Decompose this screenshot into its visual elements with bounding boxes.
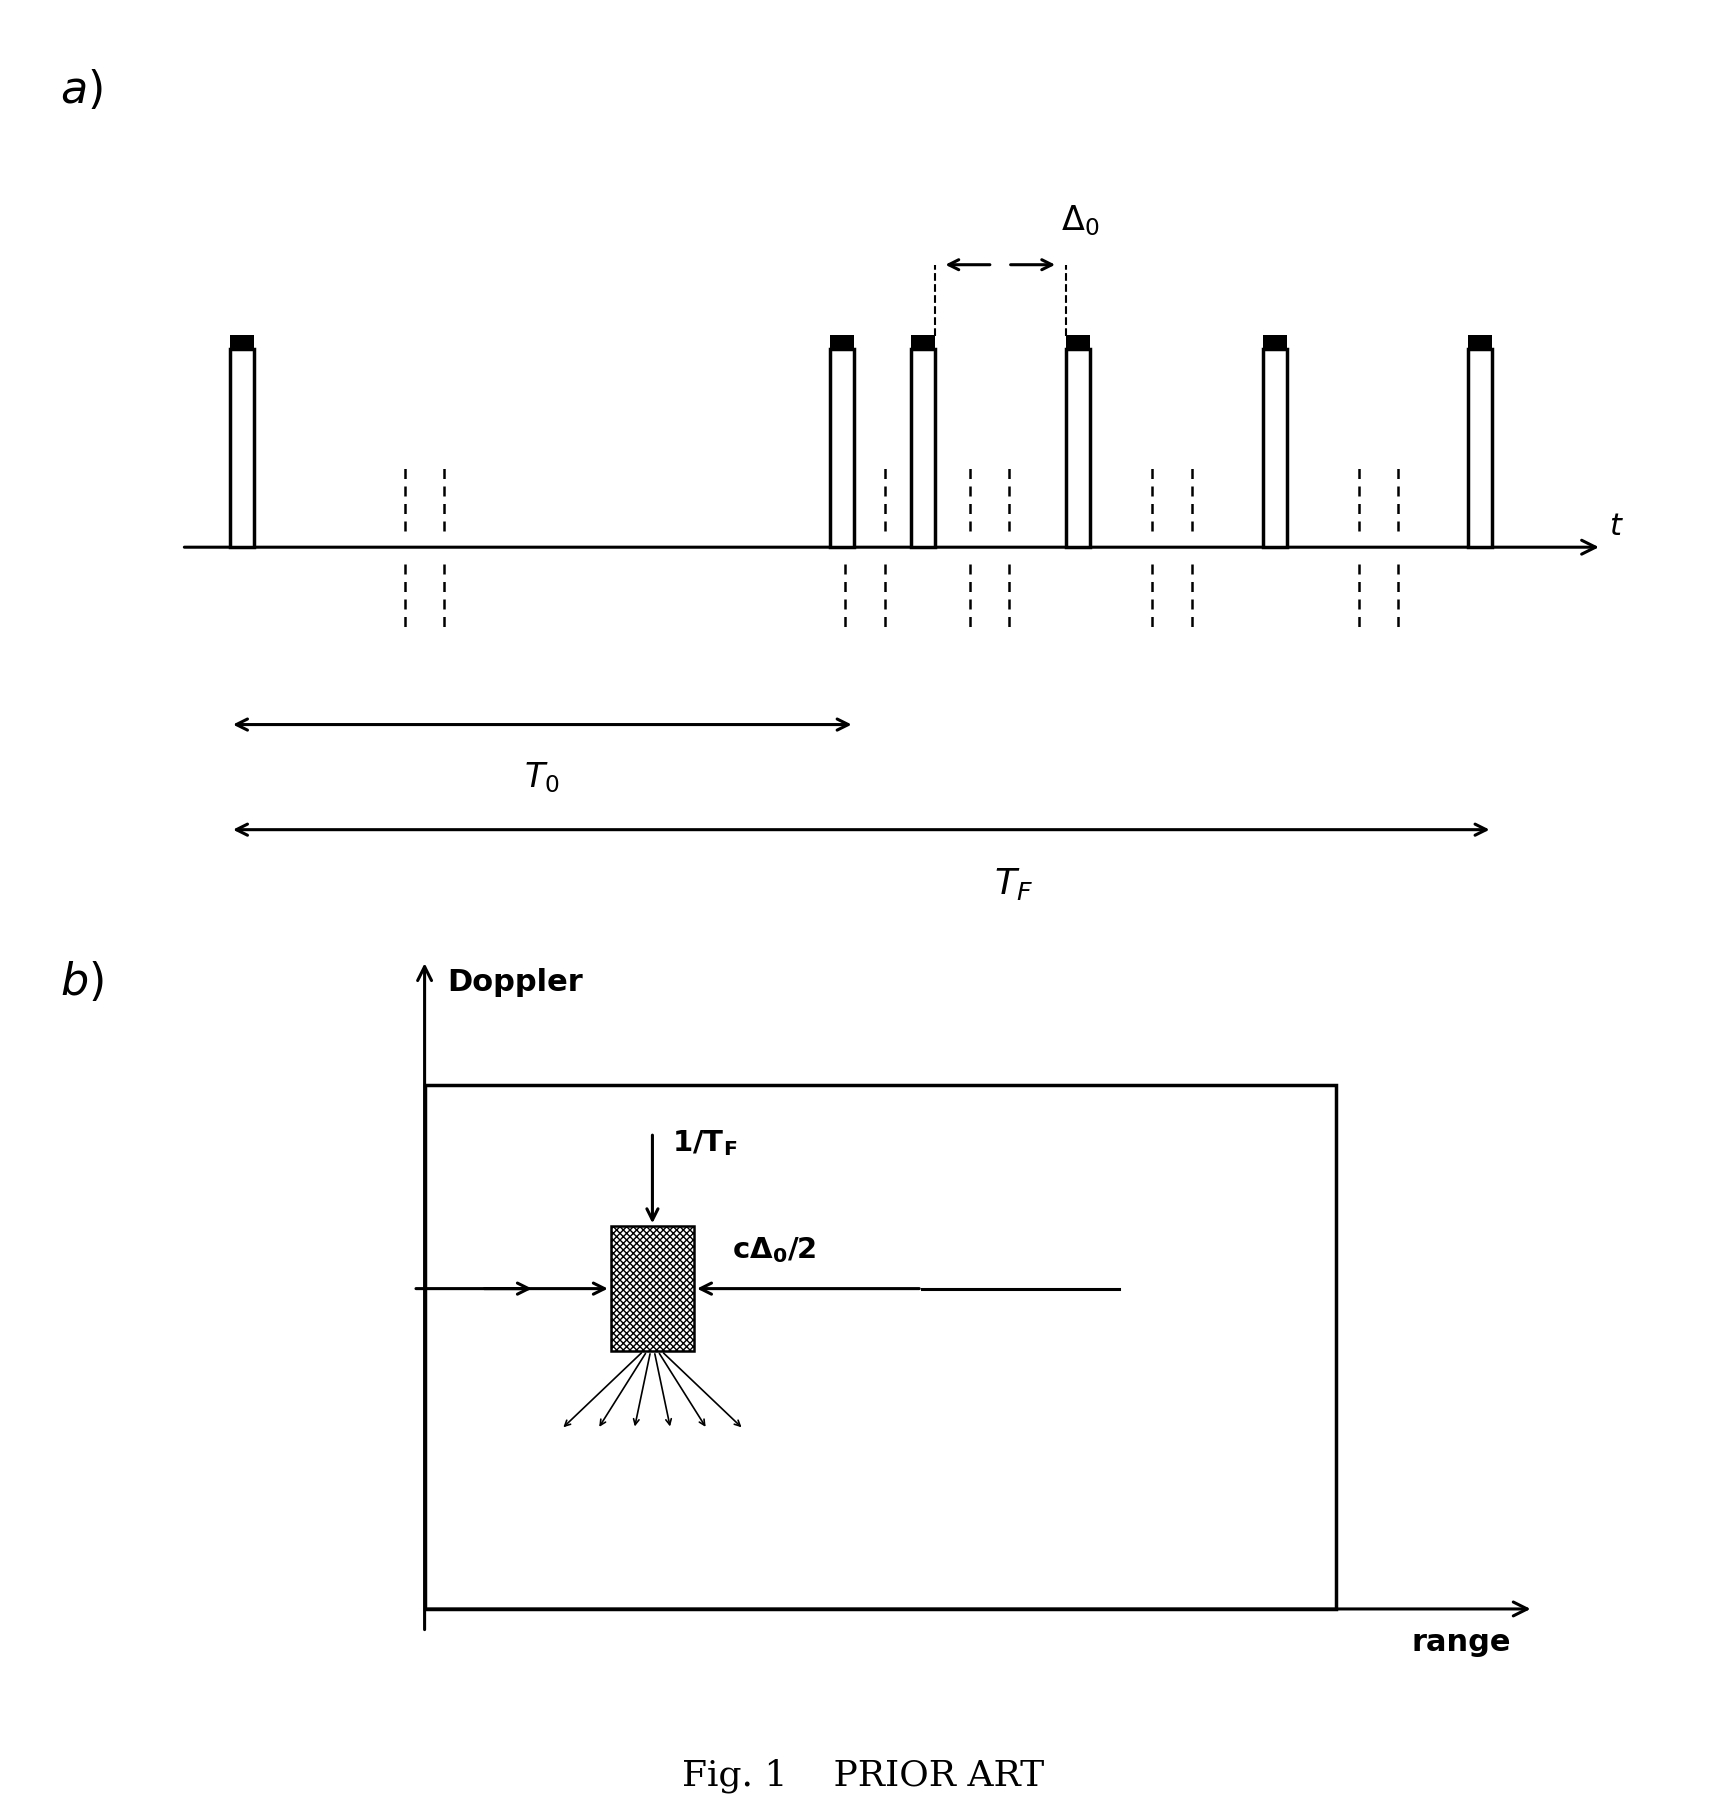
Bar [1263,349,1288,547]
Text: $\mathbf{1/T_F}$: $\mathbf{1/T_F}$ [671,1128,737,1157]
Bar [425,1085,1336,1610]
Bar [230,334,254,349]
Text: $\mathbf{c\Delta_0/2}$: $\mathbf{c\Delta_0/2}$ [732,1236,816,1265]
Bar [1469,349,1493,547]
Text: $T_0$: $T_0$ [525,761,561,796]
Text: range: range [1412,1628,1510,1657]
Text: $b)$: $b)$ [60,961,104,1005]
Text: $t$: $t$ [1609,512,1624,541]
Text: $T_F$: $T_F$ [994,865,1032,901]
Text: Fig. 1    PRIOR ART: Fig. 1 PRIOR ART [682,1759,1044,1793]
Bar [1263,334,1288,349]
Bar [1065,349,1089,547]
Bar [830,334,854,349]
Text: $a)$: $a)$ [60,67,104,111]
Bar [830,349,854,547]
Bar [1469,334,1493,349]
Bar [1065,334,1089,349]
Bar [230,349,254,547]
Bar [911,349,935,547]
Bar [911,334,935,349]
Text: $\Delta_0$: $\Delta_0$ [1061,204,1099,238]
Bar [611,1226,694,1352]
Text: Doppler: Doppler [447,968,583,998]
